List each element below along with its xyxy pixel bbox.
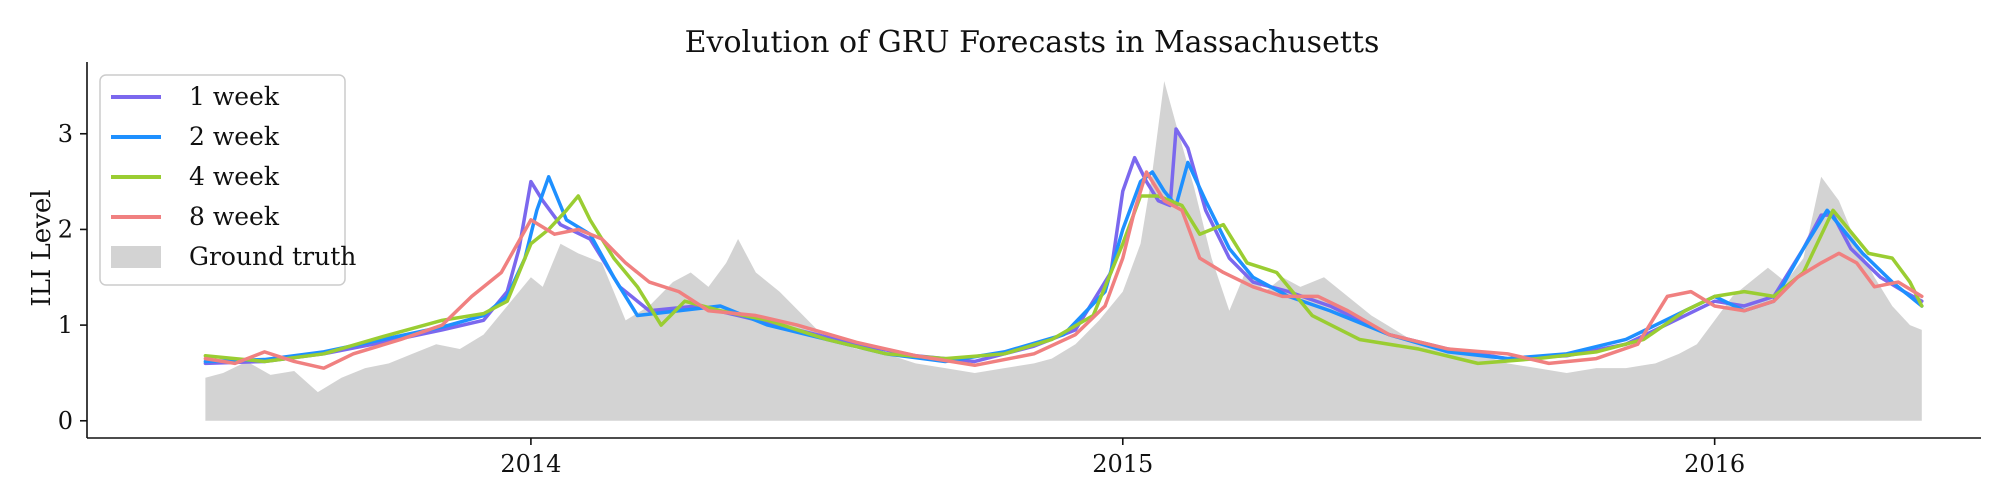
y-tick-label: 2 [58, 215, 73, 243]
y-tick-label: 1 [58, 311, 73, 339]
legend-frame [99, 74, 346, 286]
legend-label-1-week: 1 week [189, 82, 280, 111]
ground-truth-area-layer [205, 81, 1922, 421]
y-tick-label: 3 [58, 120, 73, 148]
series-line-8-week [203, 170, 1924, 370]
legend-swatch-ground-truth [111, 246, 161, 268]
ground-truth-area [205, 81, 1922, 421]
y-tick-label: 0 [58, 407, 73, 435]
x-tick-label: 2016 [1684, 450, 1745, 478]
x-tick-label: 2014 [500, 450, 561, 478]
legend-label-4-week: 4 week [189, 162, 280, 191]
y-axis-label: ILI Level [27, 189, 57, 306]
forecast-series-layer [203, 127, 1924, 370]
axes [86, 62, 1981, 439]
x-tick-label: 2015 [1092, 450, 1153, 478]
chart-title: Evolution of GRU Forecasts in Massachuse… [685, 25, 1380, 60]
legend: 1 week 2 week 4 week 8 week Ground truth [99, 74, 356, 286]
legend-label-8-week: 8 week [189, 202, 280, 231]
legend-label-ground-truth: Ground truth [189, 242, 356, 271]
ticks: 2014 2015 2016 0 1 2 3 [58, 120, 1745, 478]
series-line-4-week [203, 194, 1924, 366]
series-line-1-week [203, 127, 1924, 366]
legend-label-2-week: 2 week [189, 122, 280, 151]
